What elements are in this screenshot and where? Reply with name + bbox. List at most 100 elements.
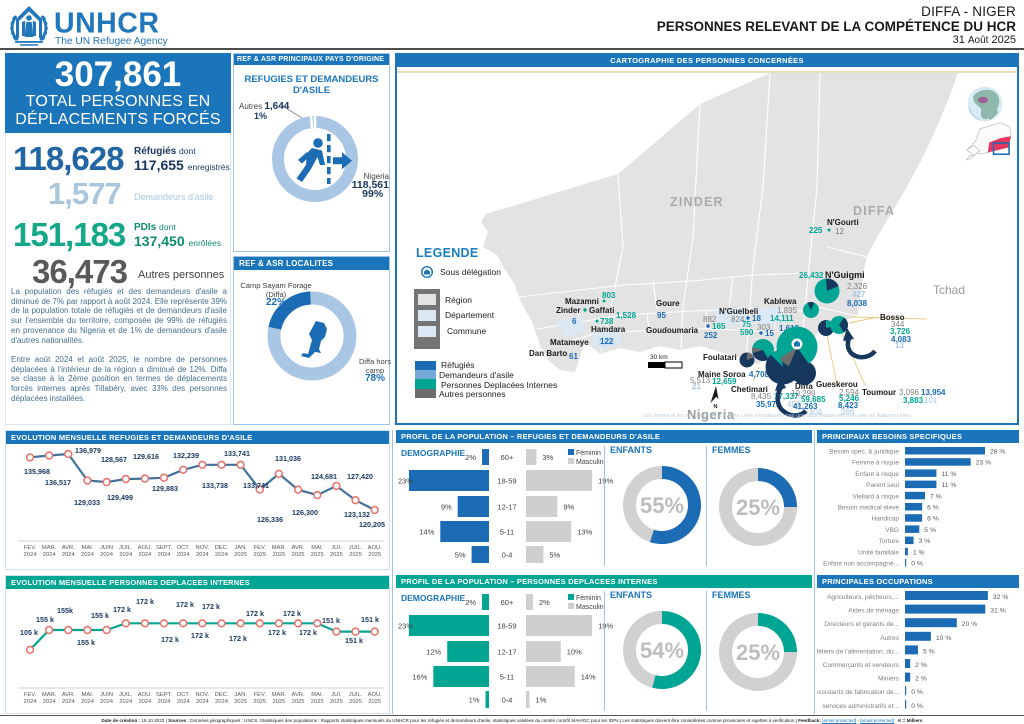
svg-text:2025: 2025 (234, 699, 247, 705)
svg-text:Maine Soroa: Maine Soroa (698, 370, 746, 379)
svg-text:5 %: 5 % (923, 648, 935, 655)
svg-text:Aides de ménage: Aides de ménage (848, 608, 899, 615)
svg-text:5%: 5% (549, 551, 560, 560)
svg-text:1,895: 1,895 (777, 306, 798, 315)
svg-text:12,659: 12,659 (712, 377, 737, 386)
svg-text:VBG: VBG (885, 527, 899, 534)
svg-text:2024: 2024 (24, 699, 38, 705)
svg-text:2024: 2024 (215, 699, 229, 705)
svg-text:UNHCR: UNHCR (54, 8, 159, 40)
svg-text:124,681: 124,681 (311, 472, 337, 481)
svg-text:SEPT.: SEPT. (156, 692, 172, 698)
svg-text:NOV.: NOV. (196, 692, 210, 698)
svg-text:2025: 2025 (330, 699, 343, 705)
svg-text:126,336: 126,336 (257, 515, 283, 524)
svg-text:AVR.: AVR. (292, 692, 305, 698)
svg-text:SEPT.: SEPT. (156, 545, 172, 551)
svg-text:ZINDER: ZINDER (670, 195, 724, 209)
svg-text:75: 75 (742, 320, 751, 329)
svg-text:3,883: 3,883 (903, 396, 924, 405)
svg-text:13%: 13% (577, 528, 592, 537)
svg-text:FEV.: FEV. (254, 545, 267, 551)
svg-text:129,499: 129,499 (107, 493, 133, 502)
svg-text:OCT.: OCT. (177, 692, 191, 698)
svg-text:2024: 2024 (100, 699, 114, 705)
svg-text:824: 824 (731, 315, 745, 324)
svg-text:2025: 2025 (272, 699, 285, 705)
svg-text:13: 13 (895, 341, 904, 350)
svg-text:3%: 3% (542, 453, 553, 462)
svg-text:Besoin spec. & juridique: Besoin spec. & juridique (829, 449, 899, 456)
svg-text:23%: 23% (398, 477, 413, 486)
svg-text:Les limites et les noms utilis: Les limites et les noms utilisés sur cet… (643, 413, 911, 419)
svg-text:12%: 12% (426, 648, 441, 657)
svg-text:Femme à risque: Femme à risque (852, 460, 899, 467)
svg-text:JUIL.: JUIL. (119, 692, 133, 698)
svg-text:129,883: 129,883 (152, 484, 178, 493)
svg-text:55%: 55% (640, 493, 684, 518)
svg-text:172 k: 172 k (283, 609, 301, 618)
svg-text:0 %: 0 % (911, 689, 923, 696)
svg-text:0-4: 0-4 (502, 696, 513, 705)
svg-text:252: 252 (704, 331, 718, 340)
svg-text:8,423: 8,423 (838, 401, 859, 410)
svg-text:61: 61 (569, 352, 578, 361)
svg-text:Région: Région (445, 295, 472, 305)
svg-text:172 k: 172 k (268, 628, 286, 637)
svg-text:MAI.: MAI. (81, 545, 93, 551)
svg-text:18-59: 18-59 (497, 477, 516, 486)
svg-text:2025: 2025 (368, 699, 381, 705)
svg-text:135,968: 135,968 (24, 467, 50, 476)
svg-text:59,685: 59,685 (801, 395, 826, 404)
svg-text:AOU.: AOU. (138, 692, 153, 698)
svg-text:Commerçants et vendeurs: Commerçants et vendeurs (823, 662, 900, 669)
svg-text:Directeurs et gérants de...: Directeurs et gérants de... (824, 621, 899, 628)
svg-text:151 k: 151 k (345, 636, 363, 645)
svg-text:6: 6 (572, 317, 577, 326)
svg-text:2025: 2025 (330, 552, 343, 558)
svg-text:JUIL.: JUIL. (119, 545, 133, 551)
svg-text:427: 427 (852, 290, 866, 299)
svg-text:5,246: 5,246 (839, 394, 860, 403)
svg-text:8,038: 8,038 (847, 299, 868, 308)
svg-text:2,594: 2,594 (839, 388, 860, 397)
svg-text:172 k: 172 k (202, 602, 220, 611)
svg-text:155k: 155k (57, 606, 73, 615)
svg-text:126,300: 126,300 (292, 508, 318, 517)
svg-text:N'Guelbeli: N'Guelbeli (719, 307, 758, 316)
svg-text:101: 101 (924, 396, 938, 405)
svg-text:2%: 2% (465, 453, 476, 462)
svg-text:MAI.: MAI. (81, 692, 93, 698)
svg-text:136,979: 136,979 (75, 446, 101, 455)
svg-text:Dan Barto: Dan Barto (529, 349, 567, 358)
svg-text:Personnes Deplacées Internes: Personnes Deplacées Internes (441, 380, 557, 390)
svg-text:2024: 2024 (177, 699, 191, 705)
svg-text:136,517: 136,517 (45, 478, 71, 487)
svg-text:AVR.: AVR. (292, 545, 305, 551)
svg-text:Viellard à risque: Viellard à risque (853, 493, 900, 500)
svg-text:41,263: 41,263 (793, 402, 818, 411)
svg-text:2024: 2024 (62, 552, 76, 558)
svg-text:2025: 2025 (253, 552, 266, 558)
svg-text:9%: 9% (563, 503, 574, 512)
svg-text:Handicap: Handicap (872, 516, 900, 523)
svg-text:Foulatari: Foulatari (703, 353, 737, 362)
svg-text:26,432: 26,432 (799, 271, 824, 280)
svg-text:DEC.: DEC. (215, 545, 229, 551)
svg-text:165: 165 (712, 322, 726, 331)
svg-text:18-59: 18-59 (497, 622, 516, 631)
svg-text:35,971: 35,971 (756, 400, 781, 409)
svg-text:2025: 2025 (253, 699, 266, 705)
svg-text:Torture: Torture (879, 538, 900, 545)
svg-text:JUIN: JUIN (100, 692, 113, 698)
svg-text:FEV.: FEV. (24, 545, 37, 551)
svg-text:11 %: 11 % (941, 471, 956, 478)
svg-text:Métiers de l'alimentation, du.: Métiers de l'alimentation, du... (817, 648, 899, 655)
svg-text:5 %: 5 % (924, 527, 936, 534)
svg-text:120,205: 120,205 (359, 520, 385, 529)
svg-text:803: 803 (602, 291, 616, 300)
svg-text:2024: 2024 (81, 699, 95, 705)
svg-text:Goure: Goure (656, 299, 680, 308)
svg-text:1%: 1% (469, 696, 480, 705)
svg-text:Enfant non accompagné...: Enfant non accompagné... (823, 561, 899, 568)
